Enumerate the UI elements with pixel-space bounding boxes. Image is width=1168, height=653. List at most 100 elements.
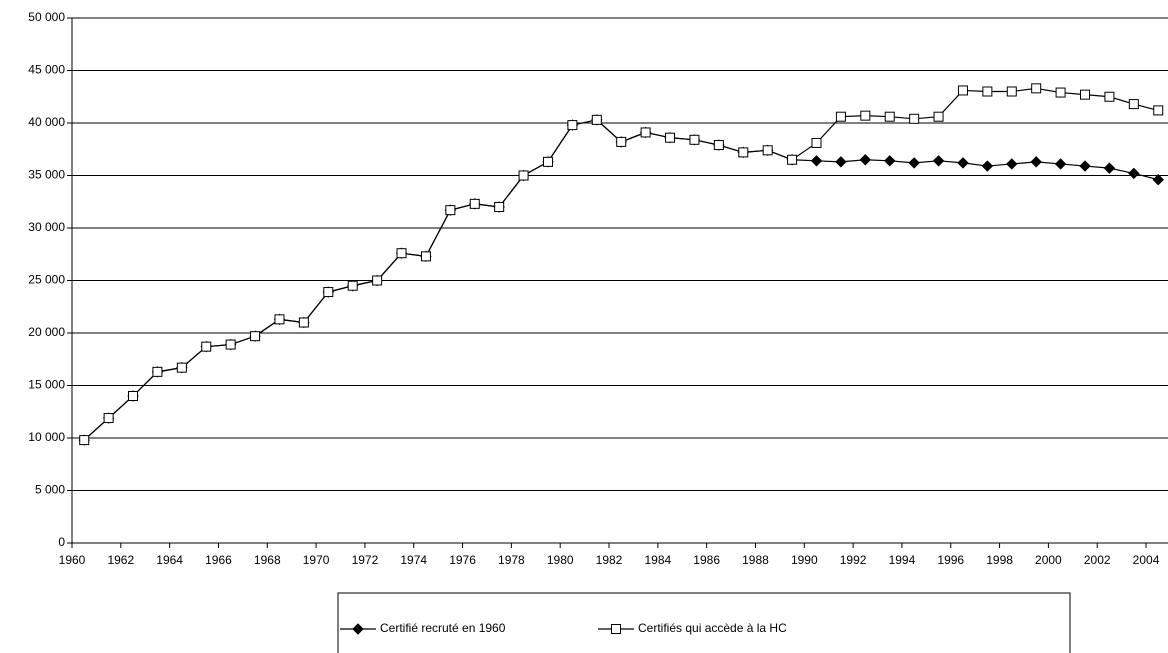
marker-square bbox=[396, 248, 407, 259]
marker-square bbox=[787, 154, 798, 165]
marker-square bbox=[689, 134, 700, 145]
marker-square bbox=[811, 137, 822, 148]
x-tick-label: 1976 bbox=[449, 553, 476, 567]
marker-square bbox=[640, 127, 651, 138]
marker-square bbox=[738, 147, 749, 158]
marker-square bbox=[762, 145, 773, 156]
x-tick-label: 1960 bbox=[59, 553, 86, 567]
marker-square bbox=[225, 339, 236, 350]
x-tick-label: 1990 bbox=[791, 553, 818, 567]
y-tick-label: 30 000 bbox=[28, 220, 65, 234]
marker-square bbox=[933, 111, 944, 122]
legend-marker bbox=[611, 624, 621, 634]
marker-diamond bbox=[932, 155, 945, 167]
marker-square bbox=[860, 110, 871, 121]
x-tick-label: 1996 bbox=[937, 553, 964, 567]
marker-diamond bbox=[908, 157, 920, 169]
marker-square bbox=[665, 132, 676, 143]
marker-square bbox=[1080, 89, 1091, 100]
y-tick-label: 0 bbox=[58, 535, 65, 549]
legend-marker bbox=[352, 623, 364, 635]
y-tick-label: 10 000 bbox=[28, 430, 65, 444]
y-tick-label: 25 000 bbox=[28, 273, 65, 287]
marker-diamond bbox=[1079, 160, 1091, 172]
marker-square bbox=[323, 287, 334, 298]
plot-area bbox=[78, 83, 1164, 446]
x-tick-label: 1998 bbox=[986, 553, 1013, 567]
y-tick-label: 50 000 bbox=[28, 10, 65, 24]
marker-square bbox=[298, 317, 309, 328]
x-tick-label: 1994 bbox=[889, 553, 916, 567]
marker-square bbox=[591, 114, 602, 125]
marker-square bbox=[152, 366, 163, 377]
x-tick-label: 1964 bbox=[156, 553, 183, 567]
marker-diamond bbox=[1030, 156, 1042, 168]
marker-square bbox=[176, 362, 187, 373]
marker-diamond bbox=[1006, 158, 1018, 170]
marker-square bbox=[420, 251, 431, 262]
x-tick-label: 2002 bbox=[1084, 553, 1111, 567]
marker-square bbox=[835, 111, 846, 122]
marker-square bbox=[567, 120, 578, 131]
marker-square bbox=[201, 341, 212, 352]
x-tick-label: 1982 bbox=[596, 553, 623, 567]
x-tick-label: 1980 bbox=[547, 553, 574, 567]
marker-square bbox=[518, 170, 529, 181]
x-tick-label: 1970 bbox=[303, 553, 330, 567]
marker-square bbox=[982, 86, 993, 97]
x-tick-label: 1968 bbox=[254, 553, 281, 567]
marker-diamond bbox=[835, 156, 847, 168]
marker-square bbox=[713, 140, 724, 151]
marker-square bbox=[372, 275, 383, 286]
series-line bbox=[83, 119, 1159, 441]
marker-square bbox=[250, 331, 261, 342]
x-tick-label: 1974 bbox=[400, 553, 427, 567]
x-tick-label: 1972 bbox=[352, 553, 379, 567]
marker-square bbox=[494, 202, 505, 212]
x-tick-label: 1984 bbox=[644, 553, 671, 567]
marker-square bbox=[1104, 91, 1115, 102]
marker-square bbox=[79, 435, 90, 446]
x-tick-label: 2004 bbox=[1133, 553, 1160, 567]
marker-square bbox=[884, 111, 895, 122]
marker-diamond bbox=[1103, 162, 1116, 174]
marker-square bbox=[274, 314, 285, 325]
legend-label: Certifiés qui accède à la HC bbox=[638, 621, 787, 635]
marker-diamond bbox=[957, 157, 969, 169]
marker-diamond bbox=[981, 160, 994, 172]
y-tick-label: 35 000 bbox=[28, 168, 65, 182]
x-tick-label: 1966 bbox=[205, 553, 232, 567]
x-tick-label: 1986 bbox=[693, 553, 720, 567]
marker-diamond bbox=[1152, 173, 1164, 186]
marker-square bbox=[909, 113, 920, 124]
y-tick-label: 20 000 bbox=[28, 325, 65, 339]
marker-square bbox=[128, 391, 139, 401]
marker-diamond bbox=[884, 155, 896, 167]
marker-square bbox=[103, 413, 114, 424]
marker-square bbox=[445, 205, 456, 216]
y-tick-label: 15 000 bbox=[28, 378, 65, 392]
x-tick-label: 1962 bbox=[107, 553, 134, 567]
marker-square bbox=[957, 85, 968, 96]
marker-square bbox=[1031, 83, 1042, 94]
legend-label: Certifié recruté en 1960 bbox=[380, 621, 506, 635]
marker-square bbox=[1006, 86, 1017, 97]
marker-diamond bbox=[859, 154, 872, 166]
marker-square bbox=[347, 280, 358, 291]
x-tick-label: 2000 bbox=[1035, 553, 1062, 567]
marker-square bbox=[1128, 99, 1139, 110]
marker-square bbox=[469, 198, 480, 209]
marker-square bbox=[1153, 105, 1164, 116]
y-tick-label: 45 000 bbox=[28, 63, 65, 77]
marker-square bbox=[616, 136, 627, 147]
y-tick-label: 5 000 bbox=[35, 483, 65, 497]
marker-diamond bbox=[810, 155, 823, 167]
marker-diamond bbox=[1054, 158, 1067, 170]
x-tick-label: 1992 bbox=[840, 553, 867, 567]
marker-square bbox=[1055, 87, 1066, 98]
y-tick-label: 40 000 bbox=[28, 115, 65, 129]
marker-square bbox=[542, 156, 553, 167]
marker-diamond bbox=[1128, 167, 1140, 180]
x-tick-label: 1978 bbox=[498, 553, 525, 567]
